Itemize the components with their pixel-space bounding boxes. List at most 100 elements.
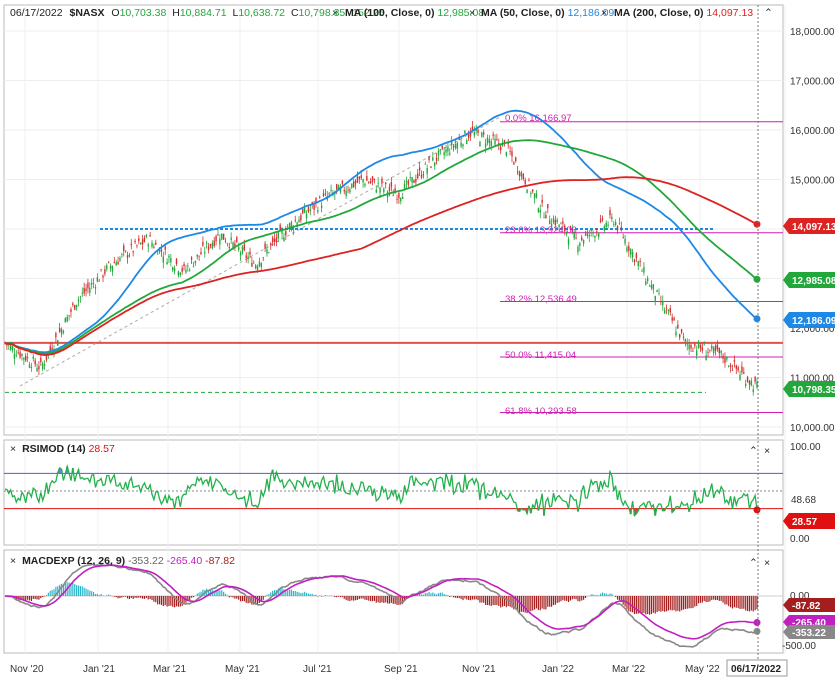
candle-body xyxy=(72,303,74,306)
x-tick-label: Jan '22 xyxy=(542,664,574,675)
fib-label-236: 23.6% 13,924.06 xyxy=(505,225,577,236)
close-icon[interactable]: × xyxy=(469,7,475,19)
candle-body xyxy=(686,342,688,345)
candle-body xyxy=(239,252,242,256)
candle-body xyxy=(273,238,276,242)
close-icon[interactable]: × xyxy=(601,7,607,19)
candle-body xyxy=(680,329,683,333)
candle-body xyxy=(336,184,338,190)
candle-body xyxy=(613,224,615,225)
candle-body xyxy=(98,280,100,282)
candle-body xyxy=(432,157,434,161)
rsi-axis-top: 100.00 xyxy=(790,442,821,453)
candle-body xyxy=(43,364,46,366)
candle-body xyxy=(714,345,717,351)
close-icon[interactable]: × xyxy=(332,7,338,19)
candle-body xyxy=(616,225,619,231)
candle-body xyxy=(339,186,342,193)
candle-body xyxy=(8,344,10,346)
candle-body xyxy=(728,366,730,368)
candle-body xyxy=(703,344,705,346)
candle-body xyxy=(51,347,53,352)
candle-body xyxy=(66,316,68,322)
candle-body xyxy=(579,243,581,246)
candle-body xyxy=(588,234,590,237)
candle-body xyxy=(733,359,736,362)
candle-body xyxy=(106,265,108,270)
candle-body xyxy=(369,181,372,183)
candle-body xyxy=(469,131,472,137)
candle-body xyxy=(434,162,436,166)
candle-body xyxy=(109,265,112,269)
candle-body xyxy=(236,237,238,242)
candle-body xyxy=(254,265,257,269)
candle-body xyxy=(743,372,745,374)
candle-body xyxy=(599,219,602,223)
candle-body xyxy=(32,356,34,359)
candle-body xyxy=(452,146,455,147)
candle-body xyxy=(328,192,330,194)
candle-body xyxy=(682,336,685,339)
trend-line[interactable] xyxy=(19,116,501,387)
candle-body xyxy=(652,284,655,290)
candle-body xyxy=(509,150,511,152)
candle-body xyxy=(560,223,562,225)
candle-body xyxy=(558,224,560,228)
candle-body xyxy=(40,357,42,363)
macd-axis-zero: 0.00 xyxy=(790,591,810,602)
candle-body xyxy=(467,133,470,138)
candle-body xyxy=(424,163,426,165)
candle-body xyxy=(718,348,721,354)
candle-body xyxy=(196,254,198,257)
candle-body xyxy=(609,209,611,216)
candle-body xyxy=(581,237,583,241)
x-tick-label: Jan '21 xyxy=(83,664,115,675)
badge-close: 10,798.35 xyxy=(783,381,835,397)
close-icon[interactable]: × xyxy=(764,445,770,457)
badge-hist: -87.82 xyxy=(783,598,835,612)
candle-body xyxy=(285,231,287,236)
candle-body xyxy=(347,189,349,191)
candle-body xyxy=(603,226,606,231)
candle-body xyxy=(143,237,146,243)
candle-body xyxy=(177,271,180,276)
candle-body xyxy=(371,176,374,182)
candle-body xyxy=(153,247,155,248)
candle-body xyxy=(426,168,428,174)
candle-body xyxy=(139,242,142,245)
candle-body xyxy=(74,305,76,310)
candle-body xyxy=(215,235,217,242)
candle-body xyxy=(311,202,313,205)
candle-body xyxy=(30,366,33,368)
candle-body xyxy=(507,142,509,145)
candle-body xyxy=(481,132,483,137)
candle-body xyxy=(735,365,737,369)
candle-body xyxy=(9,344,12,350)
candle-body xyxy=(185,269,187,273)
candle-body xyxy=(400,198,402,202)
candle-body xyxy=(562,221,564,224)
candle-body xyxy=(564,225,566,232)
x-tick-label: Mar '22 xyxy=(612,664,645,675)
candle-body xyxy=(575,237,577,239)
candle-body xyxy=(354,180,357,184)
candle-body xyxy=(79,296,82,298)
chevron-up-icon[interactable]: ⌃ xyxy=(749,557,758,569)
candle-body xyxy=(375,189,377,193)
candle-body xyxy=(385,182,387,184)
close-icon[interactable]: × xyxy=(764,557,770,569)
macd-panel-frame xyxy=(3,549,784,654)
x-tick-label: Nov '21 xyxy=(462,664,496,675)
chevron-up-icon[interactable]: ⌃ xyxy=(764,7,773,19)
candle-body xyxy=(238,247,240,250)
horizontal-lines xyxy=(5,121,783,413)
chevron-up-icon[interactable]: ⌃ xyxy=(749,445,758,457)
candle-body xyxy=(709,349,711,351)
candle-body xyxy=(352,181,355,187)
candle-body xyxy=(38,366,40,370)
x-tick-label: Mar '21 xyxy=(153,664,186,675)
candle-body xyxy=(345,190,347,196)
candle-body xyxy=(379,187,381,193)
candle-body xyxy=(245,255,247,258)
